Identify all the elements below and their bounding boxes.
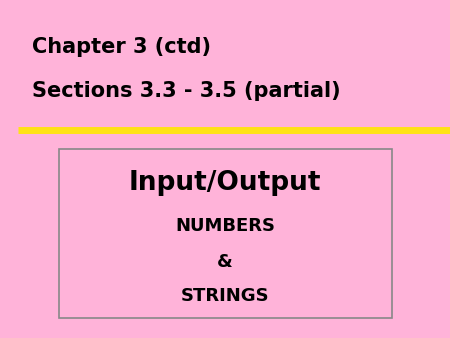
Text: STRINGS: STRINGS bbox=[181, 287, 269, 305]
Text: NUMBERS: NUMBERS bbox=[175, 217, 275, 236]
Text: Input/Output: Input/Output bbox=[129, 170, 321, 195]
Text: Chapter 3 (ctd): Chapter 3 (ctd) bbox=[32, 37, 211, 57]
Text: &: & bbox=[217, 253, 233, 271]
Text: Sections 3.3 - 3.5 (partial): Sections 3.3 - 3.5 (partial) bbox=[32, 81, 340, 101]
FancyBboxPatch shape bbox=[58, 149, 392, 318]
